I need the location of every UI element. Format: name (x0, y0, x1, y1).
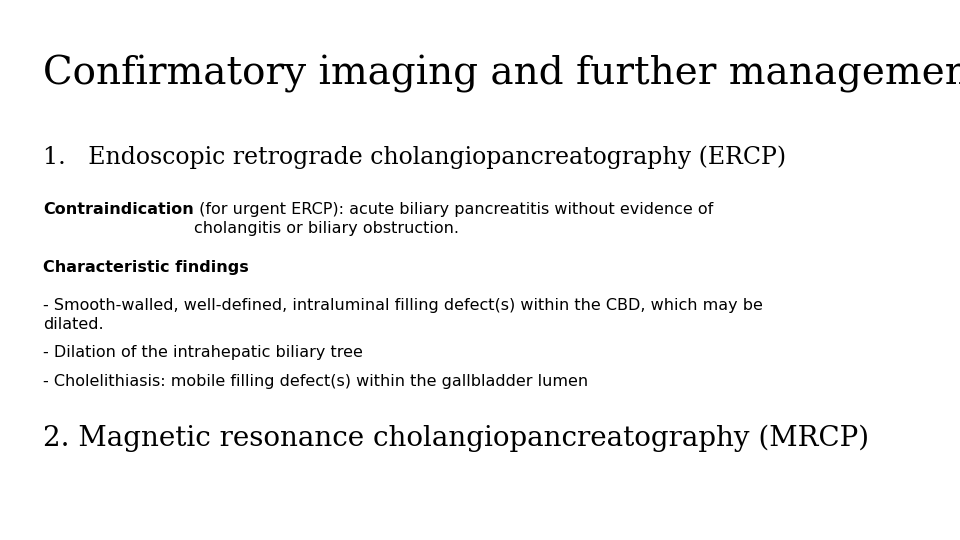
Text: Characteristic findings: Characteristic findings (43, 260, 249, 275)
Text: - Dilation of the intrahepatic biliary tree: - Dilation of the intrahepatic biliary t… (43, 345, 363, 360)
Text: Contraindication: Contraindication (43, 202, 194, 217)
Text: (for urgent ERCP): acute biliary pancreatitis without evidence of
cholangitis or: (for urgent ERCP): acute biliary pancrea… (194, 202, 713, 235)
Text: Confirmatory imaging and further management: Confirmatory imaging and further managem… (43, 55, 960, 93)
Text: - Smooth-walled, well-defined, intraluminal filling defect(s) within the CBD, wh: - Smooth-walled, well-defined, intralumi… (43, 298, 763, 332)
Text: 1.   Endoscopic retrograde cholangiopancreatography (ERCP): 1. Endoscopic retrograde cholangiopancre… (43, 145, 786, 168)
Text: 2. Magnetic resonance cholangiopancreatography (MRCP): 2. Magnetic resonance cholangiopancreato… (43, 425, 870, 453)
Text: - Cholelithiasis: mobile filling defect(s) within the gallbladder lumen: - Cholelithiasis: mobile filling defect(… (43, 374, 588, 389)
